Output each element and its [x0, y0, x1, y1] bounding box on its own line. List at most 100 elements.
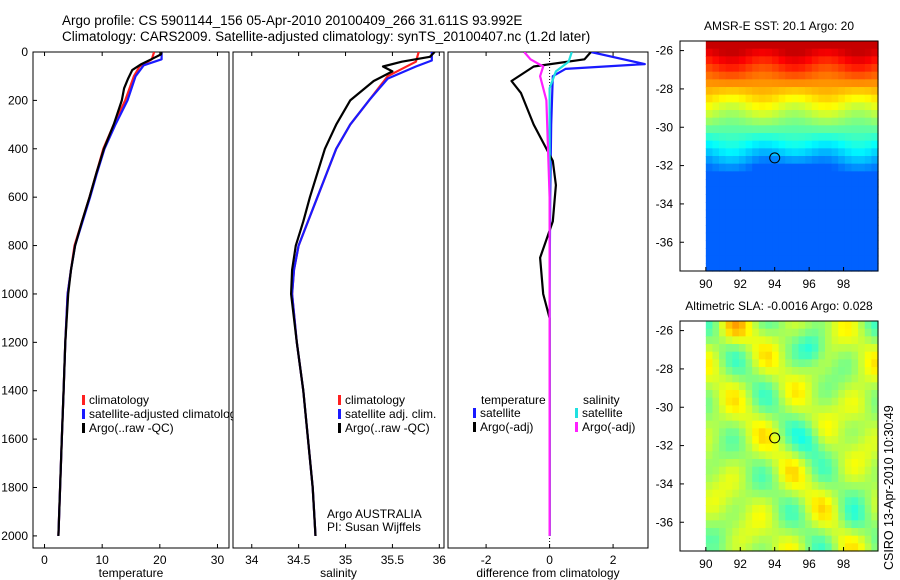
sla_map-heatmap-cell — [778, 428, 786, 437]
sla_map-heatmap-cell — [791, 466, 800, 475]
sla_map-heatmap-cell — [712, 543, 720, 552]
sla_map-heatmap-cell — [772, 336, 780, 345]
sst_map-heatmap-cell — [791, 140, 800, 149]
sst_map-heatmap-cell — [818, 248, 826, 257]
salinity-xtick-label: 35.5 — [381, 553, 405, 567]
sla_map-heatmap-cell — [758, 367, 767, 376]
sla_map-ytick-label: -30 — [656, 400, 674, 414]
sla_map-heatmap-cell — [858, 443, 866, 452]
sla_map-heatmap-cell — [831, 497, 839, 506]
sst_map-heatmap-cell — [745, 56, 753, 65]
sla_map-heatmap-cell — [705, 474, 714, 483]
sla_map-heatmap-cell — [805, 359, 813, 368]
sst_map-heatmap-cell — [871, 179, 879, 188]
sst_map-heatmap-cell — [805, 202, 813, 211]
sst_map-heatmap-cell — [831, 117, 839, 126]
sla_map-heatmap-cell — [858, 390, 866, 399]
sla_map-heatmap-cell — [738, 436, 747, 445]
sla_map-heatmap-cell — [725, 512, 733, 521]
sst_map-heatmap-cell — [805, 125, 813, 134]
sla_map-heatmap-cell — [831, 543, 839, 552]
sla_map-heatmap-cell — [725, 328, 733, 337]
sst_map-heatmap-cell — [772, 194, 780, 203]
sst_map-heatmap-cell — [864, 56, 872, 65]
sla_map-heatmap-cell — [811, 390, 819, 399]
sst_map-heatmap-cell — [738, 186, 747, 195]
sst_map-heatmap-cell — [765, 225, 773, 234]
sla_map-xtick-label: 96 — [802, 557, 816, 571]
sla_map-heatmap-cell — [831, 390, 839, 399]
sst_map-heatmap-cell — [871, 263, 879, 272]
sla_map-heatmap-cell — [785, 420, 793, 429]
sla_map-heatmap-cell — [745, 321, 753, 330]
sla_map-heatmap-cell — [705, 351, 714, 360]
sla_map-heatmap-cell — [712, 413, 720, 422]
sst_map-heatmap-cell — [712, 248, 720, 257]
sla_map-heatmap-cell — [858, 321, 866, 330]
sst_map-heatmap-cell — [851, 186, 859, 195]
sla_map-heatmap-cell — [778, 336, 786, 345]
sst_map-heatmap-cell — [725, 171, 733, 180]
sst_map-heatmap-cell — [785, 232, 793, 241]
sla_map-heatmap-cell — [831, 466, 839, 475]
sst_map-heatmap-cell — [772, 156, 780, 165]
sst_map-heatmap-cell — [732, 186, 740, 195]
sst_map-heatmap-cell — [844, 94, 853, 103]
sla_map-heatmap-cell — [831, 528, 839, 537]
sst_map-heatmap-cell — [805, 217, 813, 226]
sla_map-heatmap-cell — [765, 528, 773, 537]
sst_map-heatmap-cell — [732, 263, 740, 272]
sla_map-heatmap-cell — [831, 413, 839, 422]
sla_map-heatmap-cell — [791, 328, 800, 337]
sst_map-heatmap-cell — [785, 171, 793, 180]
sla_map-heatmap-cell — [758, 344, 767, 353]
sla_map-heatmap-cell — [772, 382, 780, 391]
temperature-ytick-label: 1600 — [1, 432, 28, 446]
sst_map-heatmap-cell — [864, 217, 872, 226]
sla_map-heatmap-cell — [732, 459, 740, 468]
sst_map-heatmap-cell — [785, 156, 793, 165]
sla_map-heatmap-cell — [758, 359, 767, 368]
sst_map-panel: AMSR-E SST: 20.1 Argo: 20 — [679, 19, 879, 272]
sla_map-heatmap-cell — [838, 382, 846, 391]
sst_map-heatmap-cell — [811, 163, 819, 172]
sst_map-heatmap-cell — [831, 255, 839, 264]
sla_map-heatmap-cell — [805, 321, 813, 330]
sla_map-heatmap-cell — [871, 520, 879, 529]
sla_map-heatmap-cell — [838, 505, 846, 514]
sst_map-heatmap-cell — [719, 140, 727, 149]
sla_map-heatmap-cell — [778, 367, 786, 376]
sla_map-heatmap-cell — [758, 374, 767, 383]
sla_map-heatmap-cell — [785, 489, 793, 498]
sst_map-heatmap-cell — [858, 48, 866, 57]
sla_map-heatmap-cell — [798, 466, 806, 475]
sst_map-heatmap-cell — [772, 248, 780, 257]
sla_map-heatmap-cell — [811, 459, 819, 468]
sla_map-heatmap-cell — [785, 451, 793, 460]
sla_map-heatmap-cell — [732, 397, 740, 406]
sla_map-heatmap-cell — [871, 397, 879, 406]
sst_map-heatmap-cell — [745, 41, 753, 50]
sst_map-heatmap-cell — [844, 79, 853, 88]
sla_map-heatmap-cell — [758, 497, 767, 506]
sst_map-heatmap-cell — [811, 232, 819, 241]
sla_map-heatmap-cell — [851, 359, 859, 368]
sst_map-heatmap-cell — [791, 125, 800, 134]
sst_map-heatmap-cell — [758, 79, 767, 88]
difference-panel: temperaturesatelliteArgo(-adj)salinitysa… — [447, 51, 649, 549]
sst_map-heatmap-cell — [778, 240, 786, 249]
temperature-ytick-label: 200 — [8, 93, 28, 107]
sla_map-heatmap-cell — [712, 328, 720, 337]
sst_map-heatmap-cell — [738, 225, 747, 234]
sla_map-heatmap-cell — [858, 466, 866, 475]
sst_map-heatmap-cell — [798, 125, 806, 134]
sst_map-heatmap-cell — [765, 202, 773, 211]
sla_map-heatmap-cell — [772, 397, 780, 406]
sst_map-heatmap-cell — [838, 194, 846, 203]
sla_map-heatmap-cell — [805, 344, 813, 353]
sst_map-heatmap-cell — [705, 209, 714, 218]
sla_map-heatmap-cell — [838, 420, 846, 429]
sst_map-heatmap-cell — [805, 87, 813, 96]
salinity-xtick-label: 36 — [433, 553, 447, 567]
sla_map-heatmap-cell — [785, 459, 793, 468]
